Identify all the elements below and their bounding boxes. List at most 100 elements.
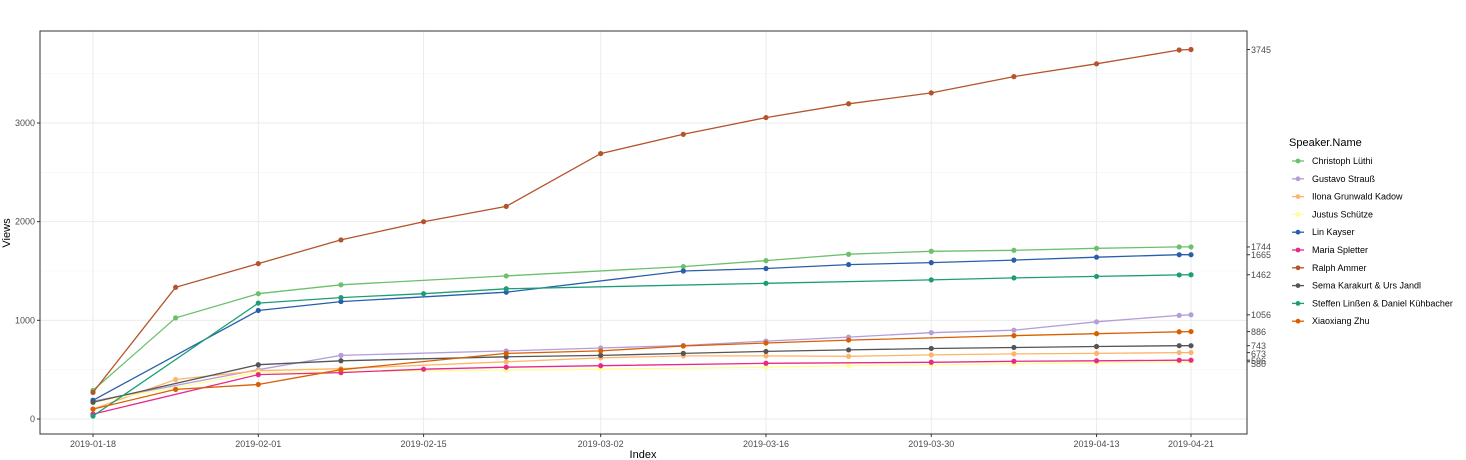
secondary-axis-label: 1744 <box>1251 242 1271 252</box>
data-point <box>503 273 509 279</box>
legend-title: Speaker.Name <box>1289 137 1362 149</box>
data-point <box>1188 272 1194 278</box>
data-point <box>1176 252 1182 258</box>
data-point <box>1093 343 1100 350</box>
data-point <box>598 352 604 358</box>
legend-key-point <box>1295 318 1301 324</box>
data-point <box>846 363 852 369</box>
data-point <box>1011 344 1017 351</box>
data-point <box>173 284 179 290</box>
legend-key-point <box>1295 283 1301 288</box>
secondary-axis-label: 743 <box>1251 341 1266 351</box>
data-point <box>338 298 344 305</box>
data-point <box>1176 272 1182 278</box>
data-point <box>928 345 934 352</box>
data-point <box>1093 319 1100 325</box>
x-axis-title: Index <box>630 449 657 460</box>
data-point <box>503 203 509 209</box>
data-point <box>1188 312 1194 318</box>
data-point <box>255 372 261 378</box>
data-point <box>338 358 344 364</box>
data-point <box>763 364 769 370</box>
series-layer <box>90 46 1194 419</box>
data-point <box>1176 312 1182 318</box>
data-point <box>1011 358 1017 364</box>
data-point <box>90 406 96 412</box>
data-point <box>255 291 261 297</box>
data-point <box>1093 254 1100 260</box>
data-point <box>1011 333 1017 339</box>
data-point <box>338 367 344 373</box>
data-point <box>503 359 509 365</box>
data-point <box>1011 275 1017 281</box>
legend-key-point <box>1295 247 1301 253</box>
data-point <box>680 131 686 137</box>
x-tick-label: 2019-04-13 <box>1074 439 1120 449</box>
data-point <box>928 260 934 266</box>
data-point <box>255 307 261 314</box>
y-tick-label: 2000 <box>15 217 35 227</box>
x-tick-label: 2019-03-30 <box>908 439 954 449</box>
y-tick-label: 1000 <box>15 315 35 325</box>
data-point <box>763 348 769 355</box>
data-point <box>503 350 509 356</box>
x-tick-label: 2019-01-18 <box>70 439 116 449</box>
data-point <box>173 376 179 383</box>
legend-key-point <box>1295 301 1301 306</box>
data-point <box>763 353 769 359</box>
data-point <box>420 219 427 225</box>
data-point <box>846 353 852 359</box>
data-point <box>338 237 344 243</box>
legend-entry-label: Lin Kayser <box>1312 227 1355 237</box>
x-tick-label: 2019-02-01 <box>235 439 281 449</box>
legend-entry-label: Xiaoxiang Zhu <box>1312 316 1370 326</box>
legend-key-point <box>1295 158 1301 164</box>
x-tick-label: 2019-03-16 <box>743 439 789 449</box>
data-point <box>1093 350 1100 356</box>
data-point <box>846 251 852 257</box>
data-point <box>503 364 509 370</box>
secondary-axis-label: 1056 <box>1251 310 1271 320</box>
legend-entry-label: Christoph Lüthi <box>1312 156 1373 166</box>
data-point <box>173 315 179 321</box>
y-axis-title: Views <box>1 218 13 248</box>
data-point <box>1011 247 1017 253</box>
x-tick-label: 2019-02-15 <box>401 439 447 449</box>
x-tick-label: 2019-04-21 <box>1168 439 1214 449</box>
data-point <box>503 286 509 292</box>
legend-entry-label: Ralph Ammer <box>1312 263 1367 273</box>
legend-entry-label: Gustavo Strauß <box>1312 174 1376 184</box>
data-point <box>763 280 769 286</box>
series-line <box>92 359 1191 415</box>
data-point <box>928 359 934 365</box>
data-point <box>763 114 769 121</box>
secondary-axis-label: 3745 <box>1251 45 1271 55</box>
data-point <box>1093 61 1100 67</box>
data-point <box>1093 358 1100 364</box>
series-line <box>92 48 1192 393</box>
legend-key-point <box>1295 212 1301 217</box>
secondary-axis-label: 596 <box>1251 356 1266 366</box>
data-point <box>1176 329 1182 335</box>
data-point <box>1011 74 1017 80</box>
data-point <box>680 350 686 356</box>
data-point <box>1011 327 1017 333</box>
data-point <box>1093 331 1100 337</box>
x-tick-label: 2019-03-02 <box>578 439 624 449</box>
data-point <box>90 399 96 405</box>
data-point <box>420 366 427 372</box>
data-point <box>763 258 769 264</box>
data-point <box>846 261 852 268</box>
data-point <box>1188 328 1194 335</box>
data-point <box>1188 252 1194 258</box>
data-point <box>928 277 934 283</box>
y-tick-label: 3000 <box>15 118 35 128</box>
data-point <box>1176 357 1182 363</box>
secondary-axis-label: 1462 <box>1251 270 1271 280</box>
data-point <box>420 291 427 297</box>
data-point <box>255 300 261 306</box>
data-point <box>680 343 686 349</box>
legend-entry-label: Sema Karakurt & Urs Jandl <box>1312 281 1421 291</box>
